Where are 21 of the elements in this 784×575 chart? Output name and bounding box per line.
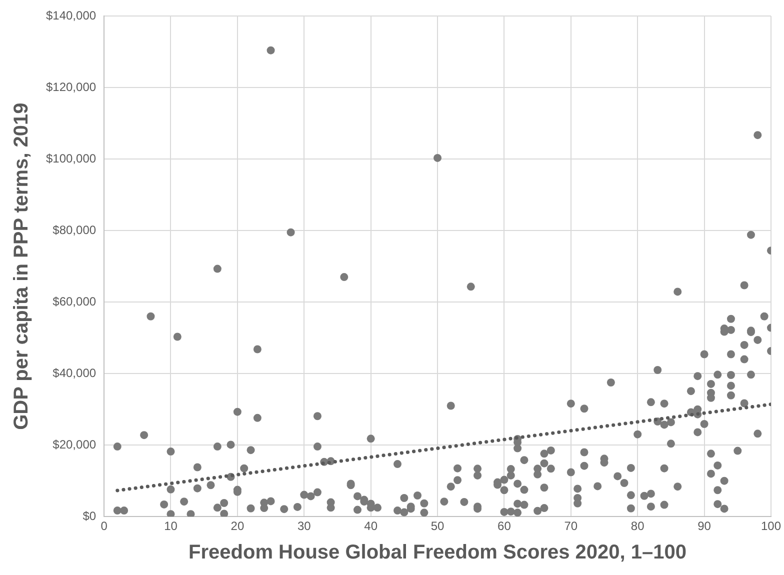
y-tick-label: $60,000 bbox=[52, 294, 96, 308]
x-tick-label: 90 bbox=[698, 519, 712, 534]
x-tick-label: 0 bbox=[100, 519, 108, 534]
x-tick-label: 20 bbox=[230, 519, 244, 534]
y-tick-label: $40,000 bbox=[52, 366, 96, 380]
x-tick-label: 100 bbox=[760, 519, 782, 534]
x-tick-label: 50 bbox=[430, 519, 445, 534]
y-tick-label: $120,000 bbox=[46, 80, 96, 94]
x-tick-label: 70 bbox=[564, 519, 578, 534]
y-tick-label: $0 bbox=[82, 508, 96, 523]
y-tick-label: $20,000 bbox=[52, 437, 96, 452]
y-axis-title: GDP per capita in PPP terms, 2019 bbox=[10, 102, 33, 430]
y-tick-label: $140,000 bbox=[46, 8, 96, 22]
y-tick-label: $100,000 bbox=[46, 151, 96, 166]
x-tick-label: 40 bbox=[364, 519, 378, 534]
x-tick-label: 80 bbox=[630, 519, 645, 534]
x-axis-title: Freedom House Global Freedom Scores 2020, 1–100 bbox=[188, 542, 687, 564]
x-tick-label: 60 bbox=[498, 519, 512, 534]
x-tick-label: 10 bbox=[164, 519, 178, 534]
y-tick-label: $80,000 bbox=[52, 222, 96, 237]
x-tick-label: 30 bbox=[297, 519, 312, 534]
